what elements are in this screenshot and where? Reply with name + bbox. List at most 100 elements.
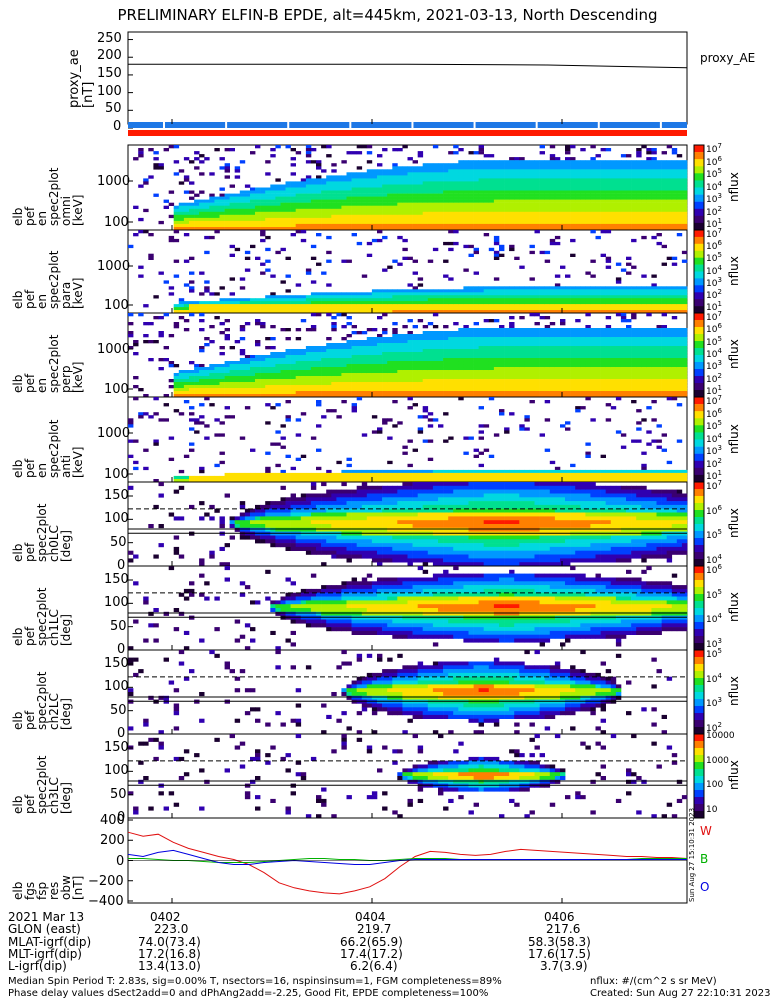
spectrogram-cell	[519, 298, 525, 302]
spectrogram-cell	[529, 298, 535, 302]
spectrogram-cell	[189, 289, 195, 293]
spectrogram-cell	[570, 388, 576, 392]
spectrogram-cell	[565, 274, 571, 278]
spectrogram-cell	[295, 193, 302, 197]
spectrogram-cell	[509, 166, 515, 170]
spectrogram-cell	[387, 178, 393, 182]
spectrogram-cell	[356, 385, 363, 389]
spectrogram-cell	[387, 394, 393, 398]
spectrogram-cell	[463, 352, 469, 356]
spectrogram-cell	[514, 292, 520, 296]
spectrogram-cell	[590, 349, 596, 353]
spectrogram-cell	[432, 181, 439, 185]
spectrogram-cell	[605, 220, 612, 225]
spectrogram-cell	[600, 175, 606, 179]
spectrogram-cell	[275, 385, 281, 389]
spectrogram-cell	[422, 178, 429, 182]
spectrogram-cell	[392, 289, 398, 293]
spectrogram-cell	[468, 220, 474, 225]
spectrogram-cell	[509, 394, 515, 398]
spectrogram-cell	[377, 367, 383, 371]
spectrogram-cell	[290, 304, 296, 308]
spectrogram-cell	[499, 334, 505, 338]
spectrogram-cell	[534, 163, 540, 167]
spectrogram-cell	[626, 227, 632, 231]
spectrogram-cell	[331, 316, 337, 320]
spectrogram-cell	[595, 196, 601, 200]
spectrogram-cell	[244, 208, 251, 213]
spectrogram-cell	[453, 211, 459, 216]
spectrogram-cell	[499, 349, 505, 353]
spectrogram-cell	[504, 199, 510, 203]
spectrogram-cell	[656, 163, 662, 167]
spectrogram-cell	[554, 166, 561, 170]
spectrogram-cell	[636, 151, 642, 155]
spectrogram-cell	[204, 157, 210, 161]
spectrogram-cell	[626, 328, 632, 332]
spectrogram-cell	[366, 223, 373, 228]
spectrogram-cell	[570, 373, 576, 377]
spectrogram-cell	[666, 166, 673, 170]
spectrogram-cell	[300, 364, 307, 368]
spectrogram-cell	[524, 358, 530, 362]
spectrogram-cell	[402, 184, 408, 188]
spectrogram-cell	[402, 298, 408, 302]
spectrogram-cell	[326, 208, 332, 213]
spectrogram-cell	[229, 253, 235, 257]
spectrogram-cell	[168, 385, 175, 389]
spectrogram-cell	[280, 388, 286, 392]
spectrogram-cell	[377, 190, 383, 194]
spectrogram-cell	[387, 208, 393, 213]
spectrogram-cell	[392, 196, 398, 200]
spectrogram-cell	[570, 286, 576, 290]
spectrogram-cell	[265, 202, 271, 206]
spectrogram-cell	[371, 307, 378, 311]
spectrogram-cell	[504, 361, 510, 365]
spectrogram-cell	[336, 220, 342, 225]
spectrogram-cell	[514, 172, 520, 176]
spectrogram-cell	[356, 199, 363, 203]
spectrogram-cell	[392, 172, 398, 176]
spectrogram-cell	[336, 193, 342, 197]
spectrogram-cell	[285, 391, 291, 395]
spectrogram-cell	[361, 190, 368, 194]
spectrogram-cell	[341, 259, 347, 263]
spectrogram-cell	[250, 301, 256, 305]
spectrogram-cell	[422, 331, 429, 335]
spectrogram-cell	[422, 349, 429, 353]
spectrogram-cell	[473, 151, 479, 155]
spectrogram-cell	[458, 394, 464, 398]
spectrogram-cell	[509, 379, 515, 383]
spectrogram-cell	[570, 295, 576, 299]
spectrogram-cell	[600, 334, 606, 338]
spectrogram-cell	[554, 241, 561, 246]
spectrogram-cell	[224, 391, 230, 395]
spectrogram-cell	[681, 184, 688, 188]
spectrogram-cell	[280, 184, 286, 188]
spectrogram-cell	[493, 301, 500, 305]
spectrogram-cell	[661, 208, 667, 213]
spectrogram-cell	[377, 388, 383, 392]
spectrogram-cell	[366, 343, 373, 347]
spectrogram-cell	[371, 205, 378, 209]
spectrogram-cell	[341, 202, 347, 206]
spectrogram-cell	[646, 205, 652, 209]
spectrogram-cell	[305, 364, 312, 368]
spectrogram-cell	[397, 292, 403, 296]
spectrogram-cell	[499, 211, 505, 216]
spectrogram-cell	[636, 307, 642, 311]
spectrogram-cell	[234, 220, 241, 225]
spectrogram-cell	[671, 220, 678, 225]
spectrogram-cell	[626, 319, 632, 323]
spectrogram-cell	[310, 208, 317, 213]
spectrogram-cell	[636, 304, 642, 308]
spectrogram-cell	[499, 169, 505, 173]
spectrogram-cell	[483, 361, 490, 365]
spectrogram-cell	[214, 196, 220, 200]
spectrogram-cell	[590, 331, 596, 335]
spectrogram-cell	[478, 340, 484, 344]
spectrogram-cell	[305, 361, 312, 365]
spectrogram-cell	[326, 178, 332, 182]
spectrogram-cell	[509, 157, 515, 161]
spectrogram-cell	[631, 190, 637, 194]
